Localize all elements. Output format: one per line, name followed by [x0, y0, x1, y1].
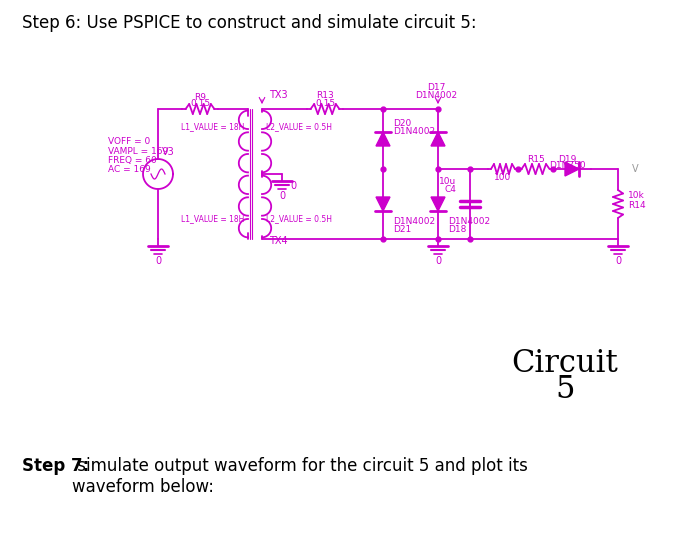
- Polygon shape: [565, 162, 579, 176]
- Polygon shape: [431, 132, 445, 146]
- Text: 0: 0: [435, 256, 441, 266]
- Text: Circuit: Circuit: [512, 349, 618, 379]
- Text: R14: R14: [628, 202, 645, 211]
- Polygon shape: [376, 197, 390, 211]
- Text: 0: 0: [615, 256, 621, 266]
- Text: Step 6: Use PSPICE to construct and simulate circuit 5:: Step 6: Use PSPICE to construct and simu…: [22, 14, 477, 32]
- Text: VOFF = 0: VOFF = 0: [108, 137, 150, 147]
- Text: D20: D20: [393, 120, 412, 128]
- Text: 0: 0: [290, 181, 296, 191]
- Text: 0: 0: [279, 191, 285, 201]
- Text: D17: D17: [427, 84, 445, 93]
- Text: R15: R15: [526, 155, 545, 163]
- Text: V: V: [632, 164, 638, 174]
- Text: 0: 0: [155, 256, 161, 266]
- Text: D21: D21: [393, 225, 412, 233]
- Text: L1_VALUE = 18H: L1_VALUE = 18H: [181, 215, 244, 224]
- Text: Step 7:: Step 7:: [22, 457, 90, 475]
- Text: D18: D18: [448, 225, 466, 233]
- Text: D1N4002: D1N4002: [393, 128, 435, 136]
- Text: V3: V3: [162, 147, 175, 157]
- Polygon shape: [376, 132, 390, 146]
- Text: C4: C4: [444, 184, 456, 194]
- Text: L1_VALUE = 18H: L1_VALUE = 18H: [181, 122, 244, 132]
- Text: FREQ = 60: FREQ = 60: [108, 155, 157, 164]
- Text: 100: 100: [494, 172, 512, 182]
- Text: 10u: 10u: [439, 176, 456, 185]
- Text: TX3: TX3: [269, 90, 288, 100]
- Text: D1N750: D1N750: [549, 162, 585, 170]
- Text: R9: R9: [194, 93, 206, 101]
- Text: R13: R13: [316, 92, 334, 100]
- Text: 5: 5: [555, 374, 575, 404]
- Text: D1N4002: D1N4002: [415, 91, 457, 100]
- Text: TX4: TX4: [269, 236, 288, 246]
- Text: simulate output waveform for the circuit 5 and plot its
waveform below:: simulate output waveform for the circuit…: [72, 457, 528, 496]
- Text: VAMPL = 169: VAMPL = 169: [108, 147, 168, 155]
- Text: D1N4002: D1N4002: [448, 217, 490, 225]
- Text: AC = 169: AC = 169: [108, 164, 150, 174]
- Text: L2_VALUE = 0.5H: L2_VALUE = 0.5H: [266, 215, 332, 224]
- Text: 0.15: 0.15: [190, 100, 210, 108]
- Text: D1N4002: D1N4002: [393, 217, 435, 225]
- Polygon shape: [431, 197, 445, 211]
- Text: 0.15: 0.15: [315, 99, 335, 107]
- Text: 10k: 10k: [628, 191, 645, 201]
- Text: L2_VALUE = 0.5H: L2_VALUE = 0.5H: [266, 122, 332, 132]
- Text: D19: D19: [558, 155, 576, 163]
